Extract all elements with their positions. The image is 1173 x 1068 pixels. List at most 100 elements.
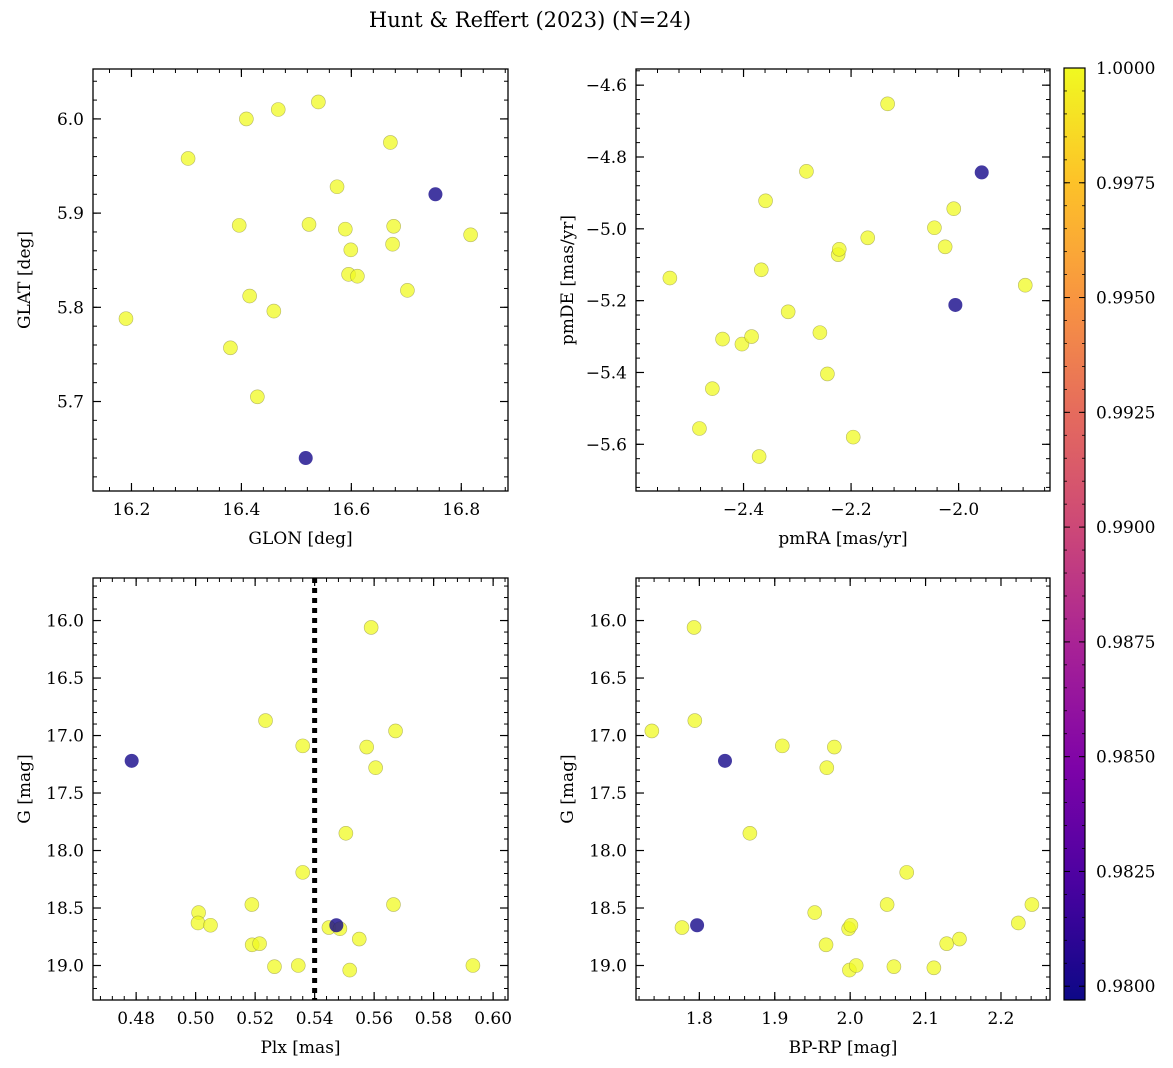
scatter-point [386, 219, 401, 234]
scatter-point [717, 753, 732, 768]
scatter-point [329, 918, 344, 933]
scatter-point [899, 865, 915, 880]
colorbar-tick-label: 1.0000 [1096, 59, 1155, 79]
y-tick-label: 17.5 [589, 784, 627, 804]
x-tick-label: −2.2 [830, 500, 871, 520]
x-tick-label: 16.6 [332, 500, 370, 520]
x-tick-label: 16.4 [222, 500, 260, 520]
scatter-point [687, 713, 703, 728]
scatter-point [388, 723, 403, 739]
scatter-point [774, 738, 790, 754]
y-tick-label: −5.2 [586, 292, 627, 312]
x-tick-label: 0.52 [236, 1009, 274, 1029]
colorbar-tick-label: 0.9850 [1096, 748, 1155, 768]
scatter-point [926, 960, 942, 976]
y-tick-label: 17.5 [46, 784, 84, 804]
scatter-point [744, 329, 759, 344]
scatter-point [818, 937, 834, 953]
colorbar-tick-label: 0.9975 [1096, 174, 1155, 194]
colorbar: 0.9800 0.9825 0.9850 0.9875 0.9900 0.9925 0.99… [1063, 59, 1155, 1001]
y-axis-label: pmDE [mas/yr] [558, 215, 578, 345]
x-tick-label: 1.8 [686, 1009, 713, 1029]
scatter-point [974, 165, 989, 180]
figure-title: Hunt & Reffert (2023) (N=24) [369, 8, 691, 32]
scatter-point [244, 897, 260, 912]
colorbar-gradient [1064, 68, 1085, 1000]
panel-3: 0.48 0.50 0.52 0.54 0.56 0.58 0.60 16.0 16.5 17.0… [15, 577, 512, 1058]
scatter-point [662, 270, 678, 286]
y-tick-label: −5.4 [586, 363, 627, 383]
scatter-point [845, 429, 861, 445]
y-tick-label: 16.5 [46, 669, 84, 689]
colorbar-frame [1063, 67, 1086, 1001]
scatter-point [880, 96, 895, 112]
x-axis-label: BP-RP [mag] [789, 1038, 898, 1058]
axes-frame [92, 577, 509, 1001]
scatter-point [118, 311, 134, 326]
scatter-point [298, 451, 313, 466]
colorbar-tick-label: 0.9825 [1096, 862, 1155, 882]
scatter-point [266, 303, 282, 319]
x-tick-label: 0.54 [296, 1009, 334, 1029]
x-tick-label: 2.1 [912, 1009, 939, 1029]
scatter-point [692, 421, 707, 436]
y-axis-label: G [mag] [558, 754, 578, 823]
scatter-point [383, 135, 398, 150]
panel-2: −2.4 −2.2 −2.0 −5.6 −5.4 −5.2 −5.0 −4.8 −4.6 pmRA… [558, 68, 1051, 549]
y-tick-label: 17.0 [589, 727, 627, 747]
scatter-point [753, 262, 769, 278]
scatter-point [1017, 277, 1033, 293]
scatter-point [124, 753, 139, 768]
y-tick-label: 16.0 [589, 612, 627, 632]
scatter-point [295, 865, 311, 880]
x-tick-label: 0.50 [177, 1009, 215, 1029]
scatter-point [686, 620, 702, 635]
scatter-point [359, 739, 374, 755]
x-tick-label: 0.58 [415, 1009, 453, 1029]
scatter-point [799, 164, 814, 179]
y-tick-label: 5.8 [57, 298, 84, 318]
scatter-point [337, 221, 353, 237]
y-tick-label: 18.0 [46, 842, 84, 862]
scatter-point [329, 179, 345, 195]
scatter-point [886, 959, 902, 974]
y-axis-label: GLAT [deg] [15, 231, 35, 329]
scatter-point [674, 920, 690, 935]
scatter-point [848, 958, 864, 973]
scatter-point [831, 241, 847, 257]
scatter-point [203, 917, 218, 933]
scatter-point [180, 151, 196, 166]
panels: 16.2 16.4 16.6 16.8 5.7 5.8 5.9 6.0 GLON [deg] GL… [15, 68, 1051, 1058]
scatter-point [807, 905, 823, 920]
y-tick-label: 18.0 [589, 842, 627, 862]
scatter-point [400, 283, 415, 298]
scatter-point [301, 217, 317, 232]
scatter-point [820, 366, 835, 382]
y-tick-label: 16.5 [589, 669, 627, 689]
scatter-point [780, 304, 796, 320]
y-tick-label: −5.0 [586, 220, 627, 240]
scatter-point [937, 239, 953, 255]
scatter-point [295, 738, 311, 754]
scatter-point [231, 218, 247, 233]
x-tick-label: 16.2 [113, 500, 151, 520]
scatter-point [927, 220, 942, 236]
y-axis-label: G [mag] [15, 754, 35, 823]
scatter-point [1011, 915, 1026, 931]
axes-frame [635, 68, 1051, 492]
y-tick-label: 17.0 [46, 727, 84, 747]
scatter-point [758, 193, 773, 209]
scatter-point [351, 931, 367, 947]
colorbar-tick-label: 0.9900 [1096, 518, 1155, 538]
scatter-point [742, 825, 758, 841]
scatter-point [386, 897, 401, 912]
x-tick-label: 2.2 [987, 1009, 1014, 1029]
x-tick-label: 2.0 [837, 1009, 864, 1029]
scatter-point [223, 340, 238, 356]
y-tick-label: 19.0 [589, 957, 627, 977]
x-axis-label: Plx [mas] [260, 1038, 340, 1058]
scatter-point [338, 825, 354, 841]
scatter-point [385, 236, 400, 252]
scatter-point [946, 201, 962, 217]
